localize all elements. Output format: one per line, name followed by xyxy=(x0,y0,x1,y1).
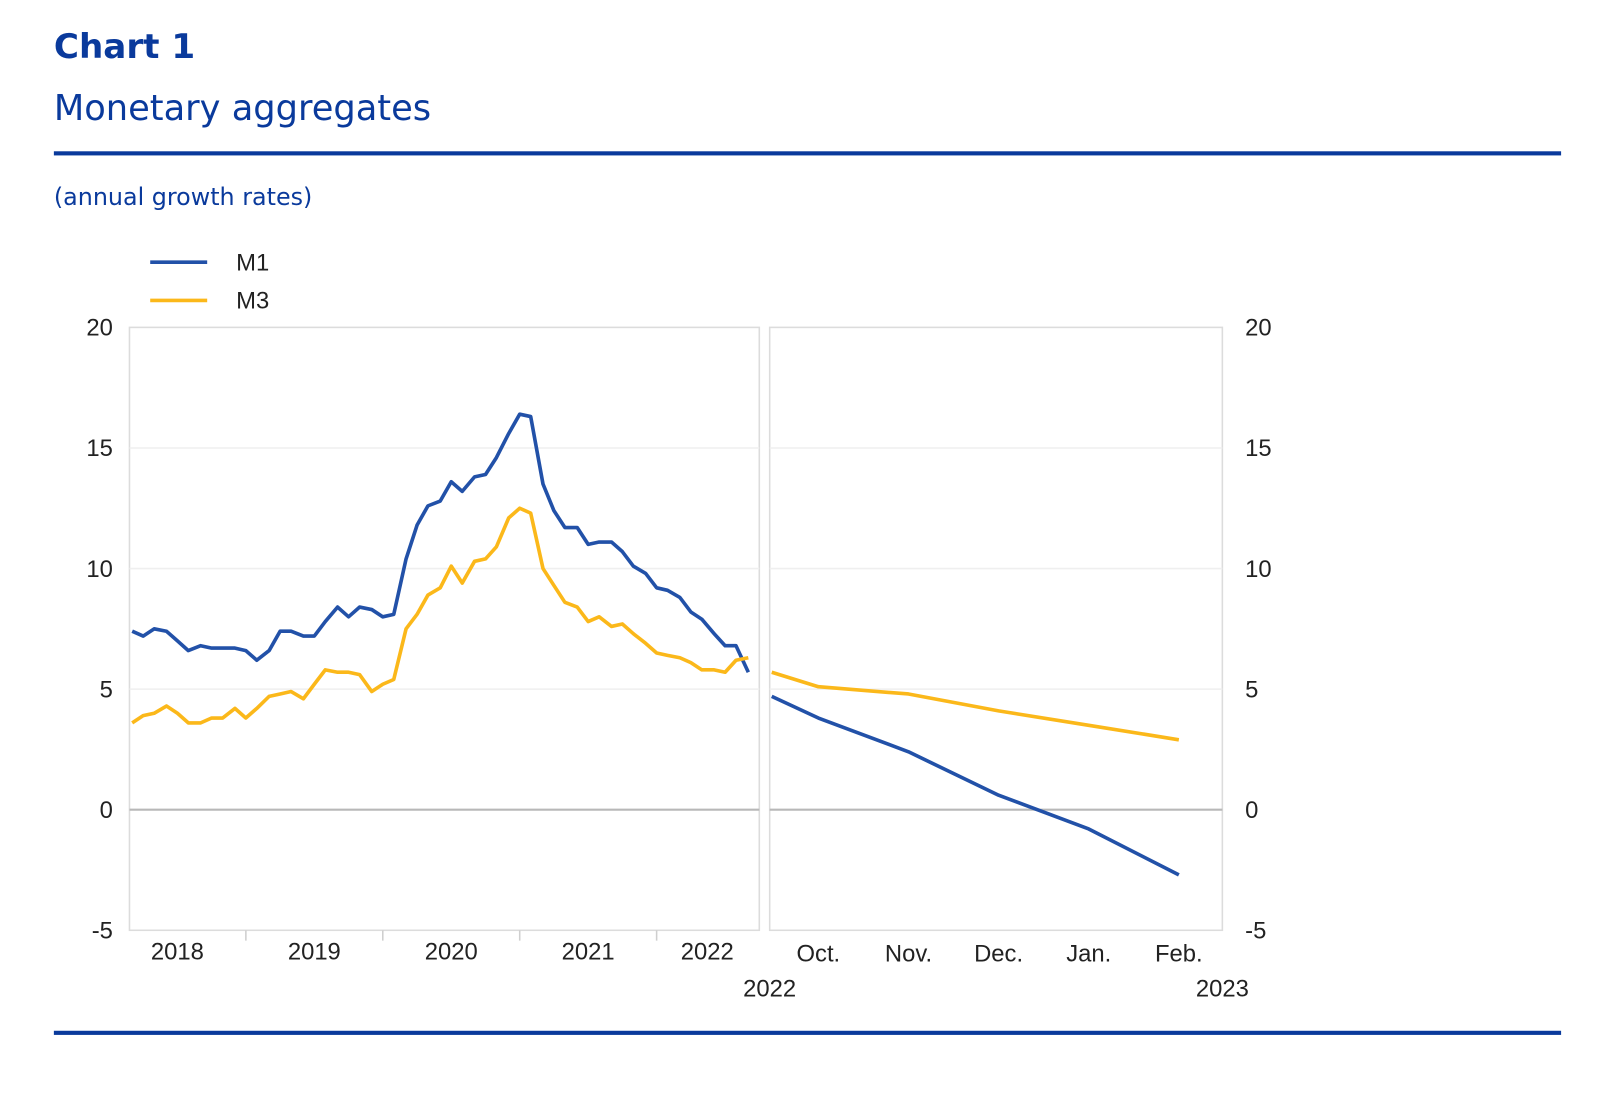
series-line xyxy=(770,694,1180,877)
x-tick-label: 2018 xyxy=(151,938,204,965)
header-rule xyxy=(53,151,1562,156)
y-tick-label: 5 xyxy=(1245,676,1258,703)
chart-title: Monetary aggregates xyxy=(54,88,431,129)
x-tick-label: Jan. xyxy=(1066,940,1111,967)
x-tick-label: 2021 xyxy=(562,938,615,965)
y-tick-label: 10 xyxy=(1245,556,1272,583)
series-line xyxy=(131,412,750,674)
y-tick-label: 0 xyxy=(100,797,113,824)
chart-label: Chart 1 xyxy=(54,27,195,67)
x-tick-label: 2019 xyxy=(288,938,341,965)
footer-rule xyxy=(53,1030,1562,1035)
y-tick-label: -5 xyxy=(1245,918,1266,945)
x-tick-label: Oct. xyxy=(797,940,841,967)
legend-label: M3 xyxy=(236,288,269,315)
panel-frame xyxy=(768,326,1224,932)
y-tick-label: 20 xyxy=(1245,315,1272,342)
y-tick-label: 0 xyxy=(1245,797,1258,824)
series-line xyxy=(771,670,1180,742)
x-year-label: 2022 xyxy=(743,976,796,1003)
y-tick-label: 15 xyxy=(86,435,112,462)
series-line xyxy=(131,506,749,725)
x-tick-label: Nov. xyxy=(885,940,932,967)
x-tick-label: 2022 xyxy=(681,938,734,965)
x-tick-label: Feb. xyxy=(1155,940,1203,967)
y-tick-label: 5 xyxy=(100,676,113,703)
y-tick-label: -5 xyxy=(92,918,113,945)
x-tick-label: Dec. xyxy=(974,940,1023,967)
chart-subtitle: (annual growth rates) xyxy=(54,183,312,211)
y-tick-label: 20 xyxy=(86,315,112,342)
x-tick-label: 2020 xyxy=(425,938,478,965)
panel-frame xyxy=(128,326,761,932)
legend-label: M1 xyxy=(236,249,269,276)
y-tick-label: 10 xyxy=(86,556,112,583)
x-year-label: 2023 xyxy=(1196,976,1249,1003)
y-tick-label: 15 xyxy=(1245,435,1272,462)
